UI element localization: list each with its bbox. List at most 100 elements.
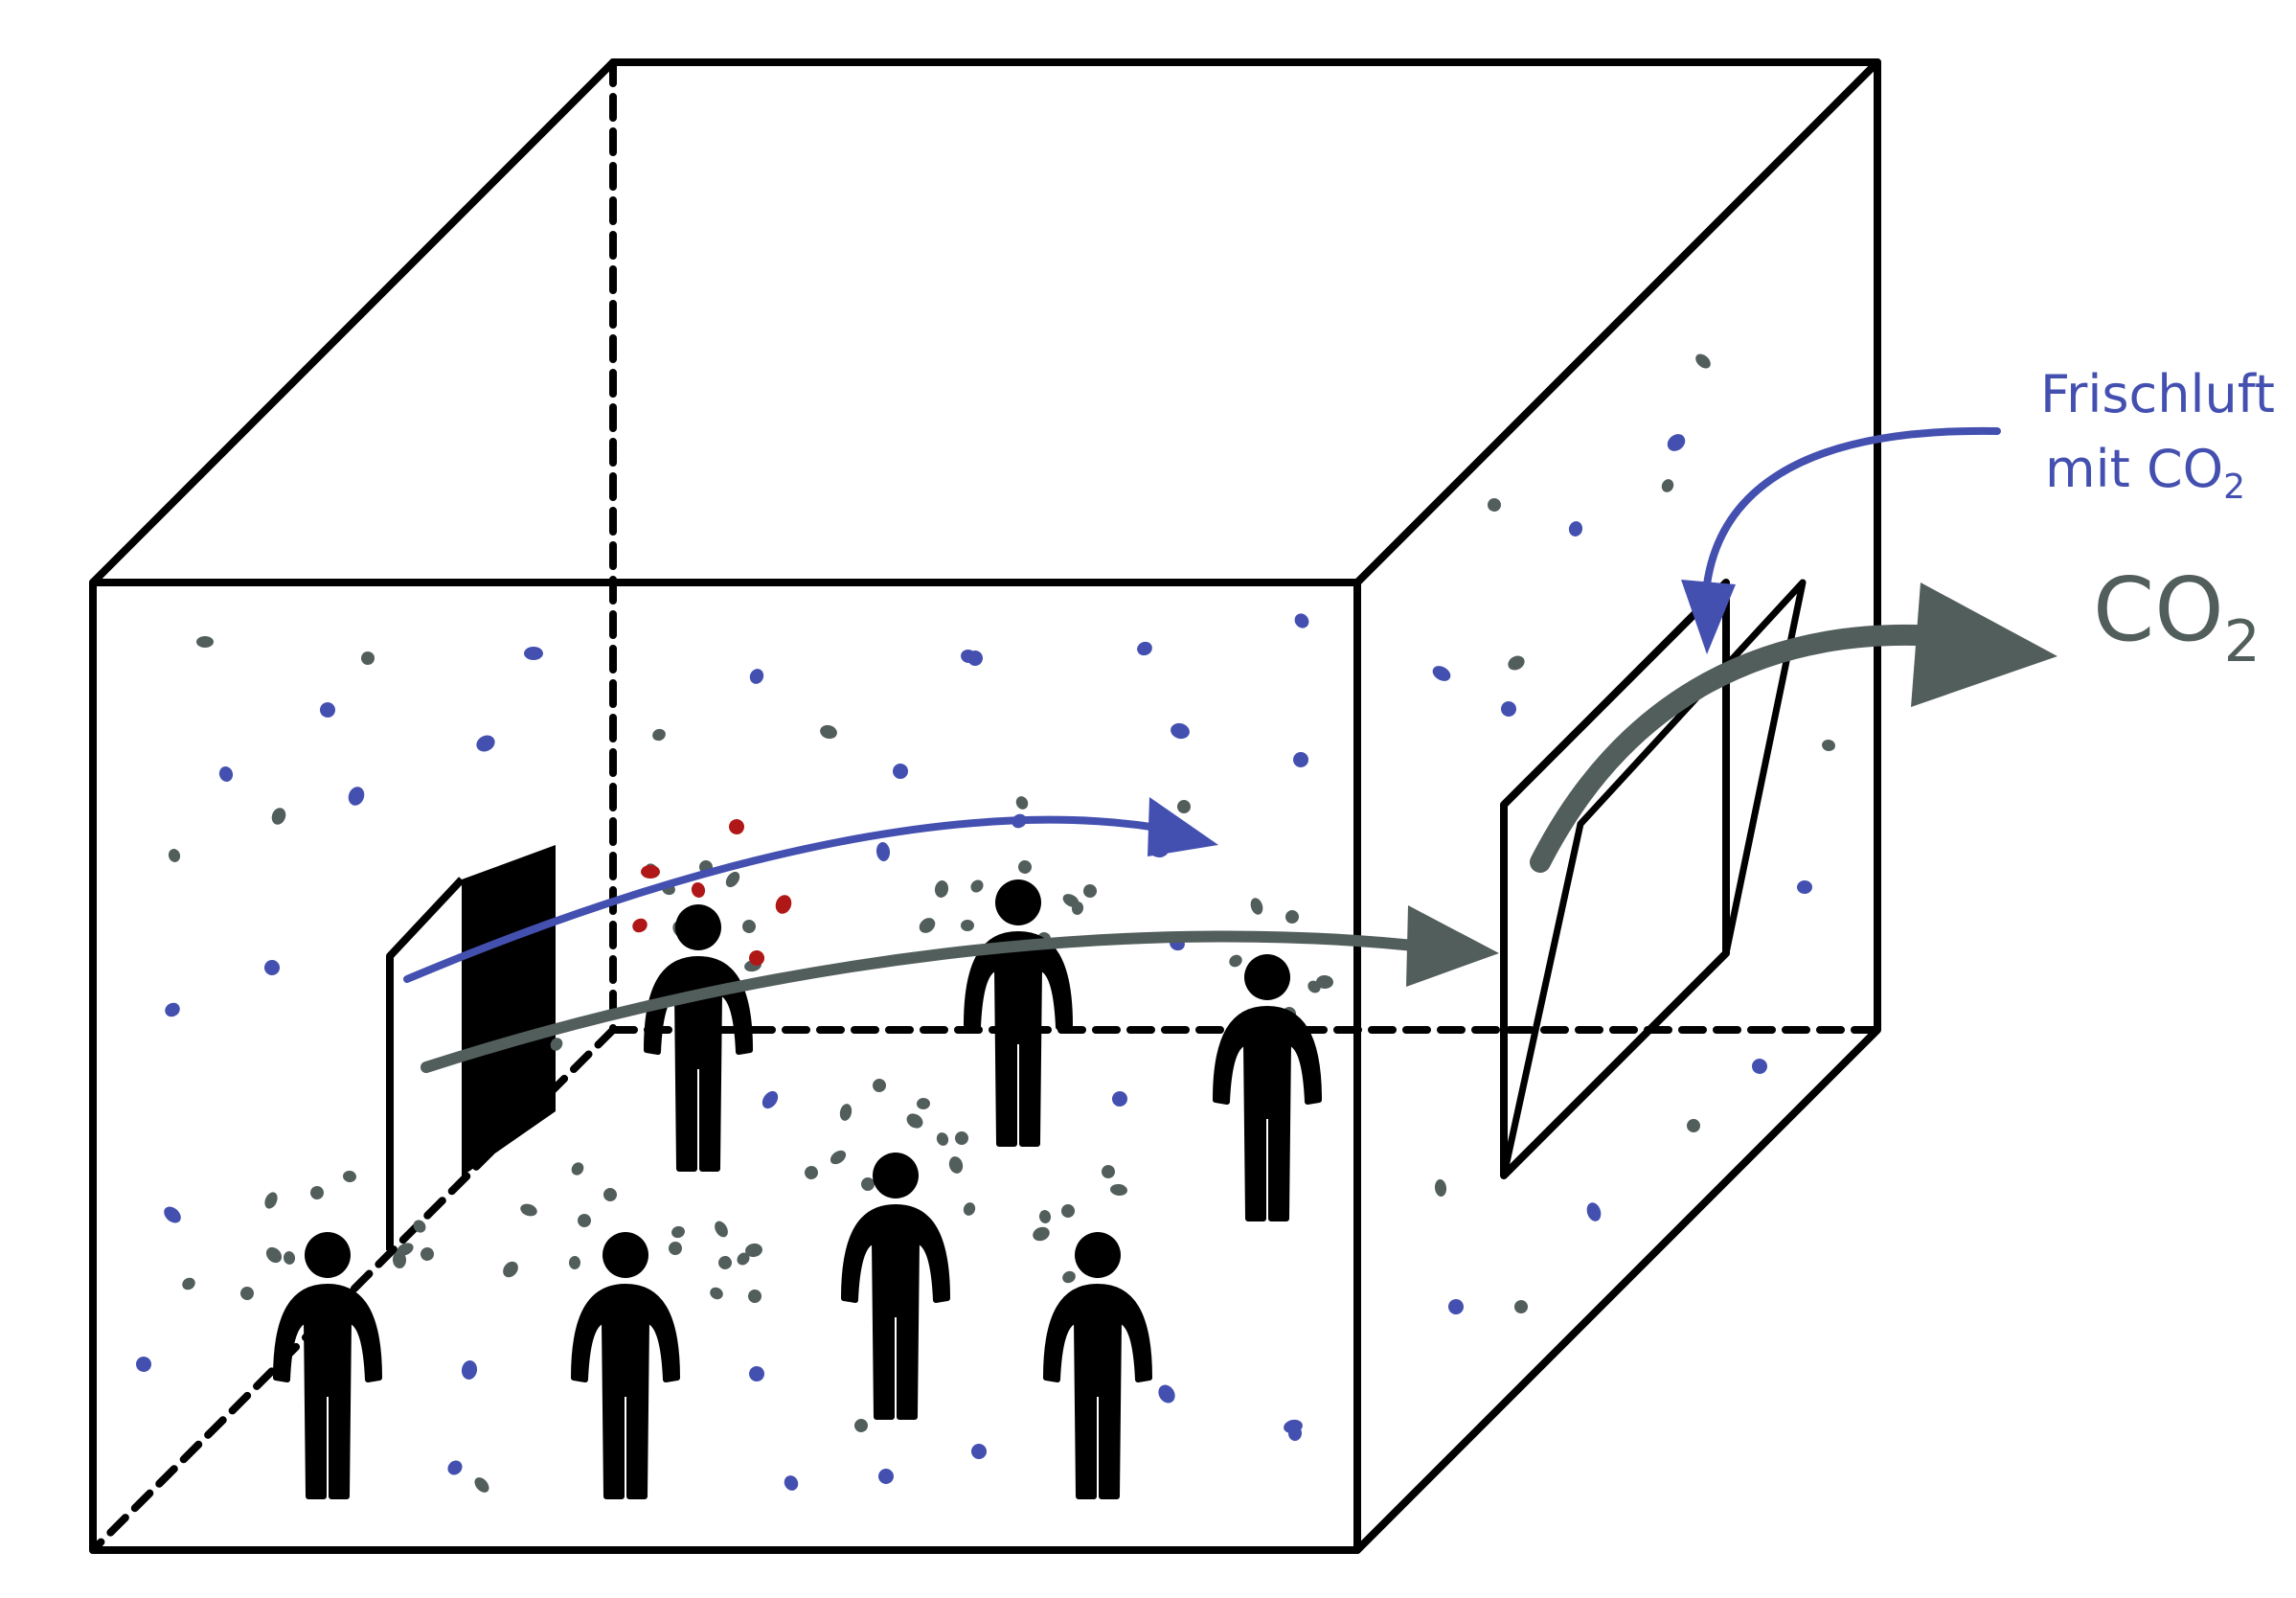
person-icon	[1213, 954, 1322, 1221]
aerosol-particle	[749, 950, 764, 966]
co2-particle	[652, 728, 666, 742]
people	[273, 879, 1322, 1499]
co2-particle	[474, 1477, 489, 1493]
fresh-air-particle	[749, 1366, 764, 1381]
co2-particle	[671, 1225, 685, 1239]
co2-particle	[392, 1251, 407, 1268]
co2-particle	[1110, 1183, 1127, 1197]
fresh-air-particle	[1284, 1419, 1303, 1434]
person-icon	[964, 879, 1073, 1147]
co2-particle	[1038, 1210, 1052, 1223]
co2-particle	[1071, 902, 1084, 915]
co2-particle	[240, 1287, 254, 1300]
door-frame	[386, 877, 465, 1250]
person-head	[995, 879, 1041, 925]
co2-particle	[1822, 739, 1835, 752]
co2-particle	[948, 1156, 964, 1174]
co2-particle	[1250, 898, 1263, 915]
person-icon	[841, 1153, 950, 1420]
co2-particle	[1513, 1300, 1528, 1313]
co2-flow-arrowhead	[1406, 905, 1499, 987]
front-face	[89, 579, 1361, 1554]
co2-label: CO2	[2093, 559, 2261, 675]
aerosol-particle	[632, 918, 648, 933]
co2-particle	[413, 1220, 426, 1233]
co2-particle	[919, 918, 936, 933]
person-icon	[1043, 1232, 1152, 1499]
person-body	[1213, 1006, 1322, 1221]
person-body	[571, 1284, 680, 1499]
person-body	[964, 931, 1073, 1147]
co2-particle	[1661, 479, 1674, 492]
co2-particle	[182, 1277, 195, 1290]
fresh-air-particle	[1294, 613, 1309, 628]
co2-particle	[503, 1261, 518, 1278]
fresh-air-flow-arrowhead	[1148, 797, 1218, 856]
co2-particle	[1316, 974, 1333, 990]
door-panel	[462, 845, 556, 1176]
fresh-air-particle	[1752, 1059, 1767, 1074]
fresh-air-particle	[1171, 722, 1190, 740]
aerosol-particle	[641, 865, 660, 879]
co2-particle	[1695, 354, 1711, 369]
fresh-air-particle	[348, 787, 365, 806]
fresh-air-particle	[1797, 879, 1812, 895]
co2-particle	[571, 1162, 584, 1176]
person-head	[602, 1232, 648, 1278]
co2-particle	[1687, 1119, 1700, 1132]
co2-particle	[830, 1150, 847, 1165]
co2-particle	[669, 1242, 682, 1255]
fresh-air-particle	[1112, 1091, 1127, 1107]
fresh-air-particle	[967, 651, 984, 666]
co2-particle	[1083, 884, 1097, 898]
person-body	[273, 1284, 382, 1499]
co2-particle	[873, 1079, 887, 1092]
co2-particle	[1434, 1179, 1447, 1197]
co2-particle	[361, 651, 375, 665]
fresh-air-particle	[1447, 1299, 1464, 1314]
co2-particle	[737, 1252, 750, 1266]
person-head	[675, 904, 721, 950]
open-window	[1500, 579, 1807, 1179]
fresh-air-inflow-arrowhead	[1681, 580, 1736, 654]
co2-particle	[742, 920, 756, 933]
co2-particle	[421, 1247, 434, 1261]
person-body	[1043, 1284, 1152, 1499]
fresh-air-particle	[264, 960, 280, 975]
co2-particle	[309, 1186, 324, 1199]
fresh-air-particle	[1293, 752, 1308, 767]
fresh-air-particle	[1137, 641, 1152, 656]
co2-particle	[717, 1256, 732, 1269]
fresh-air-particle	[218, 766, 234, 782]
co2-particle	[955, 1131, 968, 1145]
fresh-air-particle	[875, 842, 891, 861]
fresh-air-particle	[1501, 701, 1516, 717]
person-body	[644, 956, 753, 1172]
co2-particle	[961, 919, 974, 932]
co2-particle	[578, 1214, 591, 1227]
co2-particle	[265, 1246, 283, 1264]
fresh-air-particle	[1667, 434, 1686, 451]
co2-particle	[550, 1038, 563, 1051]
co2-particle	[748, 1290, 762, 1303]
co2-particle	[1018, 860, 1032, 874]
co2-particle	[196, 636, 214, 648]
fresh-air-particle	[461, 1360, 478, 1380]
co2-particle	[1229, 954, 1242, 968]
co2-particle	[715, 1221, 728, 1238]
fresh-air-particle	[762, 1090, 779, 1109]
person-icon	[571, 1232, 680, 1499]
co2-particle	[725, 871, 740, 888]
fresh-air-particle	[447, 1460, 463, 1475]
co2-particle	[271, 808, 286, 825]
fresh-air-particle	[136, 1357, 151, 1372]
co2-particle	[917, 1097, 930, 1110]
co2-particle	[861, 1177, 875, 1191]
window-frame	[1500, 579, 1730, 1179]
fresh-air-flow-arrow	[403, 815, 1177, 983]
fresh-air-particle	[476, 735, 495, 752]
co2-outflow-arrowhead	[1911, 582, 2057, 707]
co2-label-co: CO	[2093, 559, 2224, 661]
co2-particle	[1062, 1270, 1076, 1284]
person-body	[841, 1204, 950, 1420]
